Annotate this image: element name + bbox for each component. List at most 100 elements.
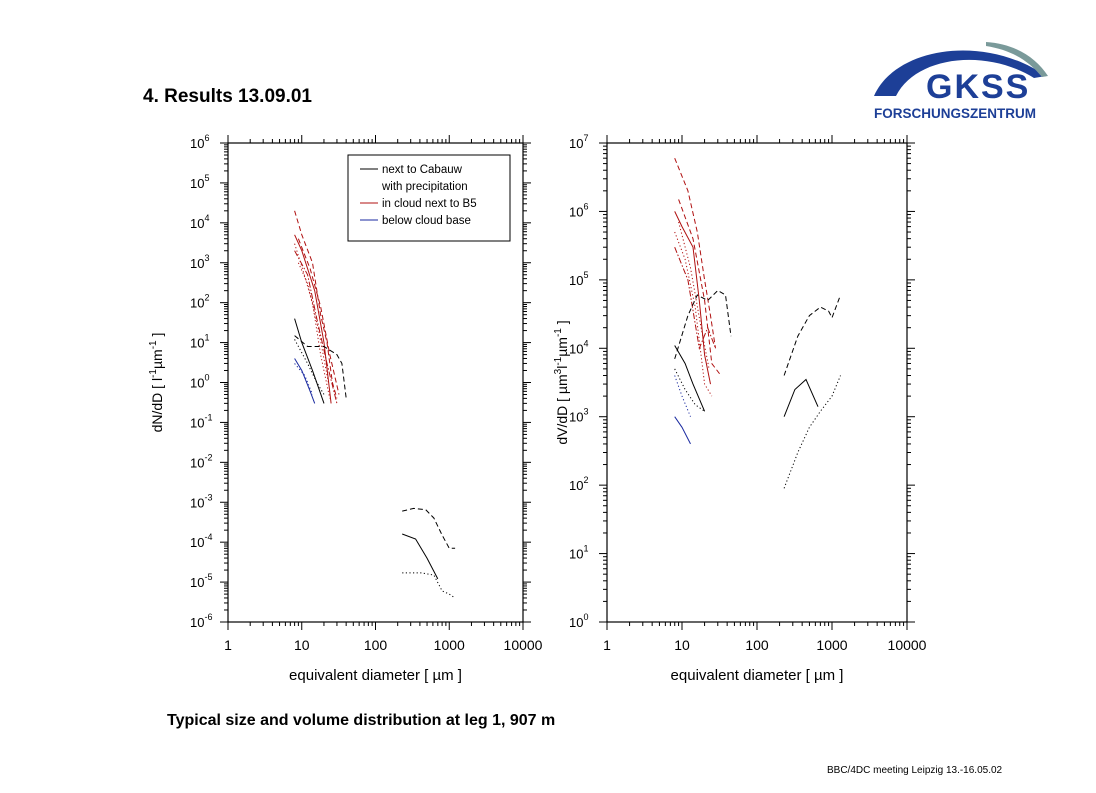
y-tick-label: 103 bbox=[569, 407, 588, 425]
y-tick-exponent: 4 bbox=[583, 338, 588, 348]
y-tick-label: 10-2 bbox=[190, 452, 212, 470]
chart-legend: next to Cabauw with precipitation in cloud… bbox=[347, 154, 511, 242]
figure-caption: Typical size and volume distribution at … bbox=[167, 712, 556, 729]
logo-arc-gray-icon bbox=[986, 42, 1048, 77]
series-line-2 bbox=[674, 211, 711, 385]
series-line-2 bbox=[294, 234, 332, 404]
y-tick-label: 101 bbox=[569, 544, 588, 562]
chart-1: 1 10 100 1000 1000010-610-510-410-310-210-11… bbox=[148, 133, 543, 684]
series-line-12 bbox=[402, 533, 439, 580]
series-line-11 bbox=[674, 375, 691, 417]
y-axis-label-part: -1 bbox=[148, 340, 159, 349]
y-tick-exponent: 0 bbox=[583, 612, 588, 622]
legend-label: below cloud base bbox=[382, 215, 471, 227]
y-tick-label: 10-4 bbox=[190, 532, 212, 550]
y-tick-label: 106 bbox=[190, 133, 209, 151]
x-tick-label: 10000 bbox=[504, 637, 543, 653]
series-line-9 bbox=[674, 368, 705, 412]
y-tick-exponent: 5 bbox=[204, 173, 209, 183]
y-axis-label-part: µm bbox=[149, 349, 165, 369]
footer-text: BBC/4DC meeting Leipzig 13.-16.05.02 bbox=[827, 765, 1003, 776]
x-tick-label: 10 bbox=[674, 637, 690, 653]
y-axis-label-part: dV/dD [ µm bbox=[554, 374, 570, 444]
series-line-7 bbox=[294, 318, 325, 404]
series-line-6 bbox=[297, 262, 329, 383]
series-line-11 bbox=[294, 363, 313, 395]
series-line-12 bbox=[783, 378, 819, 417]
y-tick-label: 10-6 bbox=[190, 612, 212, 630]
logo-text-main: GKSS bbox=[926, 68, 1030, 106]
y-axis-label: dV/dD [ µm3l-1µm-1 ] bbox=[553, 320, 570, 444]
y-axis-label-part: µm bbox=[554, 337, 570, 357]
y-tick-exponent: 3 bbox=[583, 407, 588, 417]
series-line-14 bbox=[783, 375, 841, 489]
y-tick-label: 10-1 bbox=[190, 412, 212, 430]
legend-label: with precipitation bbox=[381, 181, 468, 193]
x-tick-label: 1 bbox=[224, 637, 232, 653]
x-tick-label: 100 bbox=[745, 637, 769, 653]
series-line-8 bbox=[674, 289, 732, 360]
y-tick-label: 104 bbox=[190, 213, 209, 231]
legend-label: next to Cabauw bbox=[382, 164, 463, 176]
y-tick-label: 104 bbox=[569, 338, 588, 356]
y-tick-label: 100 bbox=[190, 373, 209, 391]
series-line-1 bbox=[294, 210, 338, 399]
gkss-logo: GKSS FORSCHUNGSZENTRUM bbox=[874, 42, 1048, 121]
y-tick-exponent: 6 bbox=[204, 133, 209, 143]
series-line-13 bbox=[402, 507, 456, 549]
y-tick-exponent: -3 bbox=[204, 492, 212, 502]
x-axis-label: equivalent diameter [ µm ] bbox=[671, 667, 844, 684]
y-tick-exponent: -6 bbox=[204, 612, 212, 622]
y-tick-exponent: -2 bbox=[204, 452, 212, 462]
y-tick-exponent: 1 bbox=[583, 544, 588, 554]
series-line-4 bbox=[674, 247, 716, 351]
x-tick-label: 1 bbox=[603, 637, 611, 653]
series-line-7 bbox=[674, 345, 706, 412]
series-line-9 bbox=[294, 339, 325, 395]
series-line-13 bbox=[783, 294, 841, 376]
y-tick-label: 102 bbox=[190, 293, 209, 311]
y-tick-exponent: -1 bbox=[204, 412, 212, 422]
y-axis-label-part: -1 bbox=[148, 369, 159, 378]
y-tick-exponent: 1 bbox=[204, 333, 209, 343]
series-line-8 bbox=[294, 335, 347, 399]
series-line-14 bbox=[402, 572, 456, 599]
series-line-1 bbox=[674, 158, 716, 349]
y-axis-label-part: -1 bbox=[553, 356, 564, 365]
y-tick-exponent: 5 bbox=[583, 270, 588, 280]
plot-frame bbox=[606, 142, 908, 623]
series-line-10 bbox=[294, 358, 316, 404]
y-tick-exponent: -5 bbox=[204, 572, 212, 582]
x-tick-label: 10 bbox=[294, 637, 310, 653]
y-tick-label: 105 bbox=[190, 173, 209, 191]
y-axis-label-part: ] bbox=[554, 320, 570, 328]
y-axis-label-part: l bbox=[554, 366, 570, 369]
series-line-3 bbox=[294, 243, 331, 399]
y-axis-label-part: ] bbox=[149, 333, 165, 341]
series-line-5 bbox=[678, 199, 722, 376]
y-tick-exponent: -4 bbox=[204, 532, 212, 542]
y-tick-exponent: 2 bbox=[583, 475, 588, 485]
y-tick-label: 101 bbox=[190, 333, 209, 351]
x-tick-label: 10000 bbox=[888, 637, 927, 653]
y-tick-exponent: 4 bbox=[204, 213, 209, 223]
logo-text-sub: FORSCHUNGSZENTRUM bbox=[874, 106, 1036, 121]
y-axis-label-part: 3 bbox=[553, 368, 564, 374]
y-tick-label: 106 bbox=[569, 201, 588, 219]
legend-label: in cloud next to B5 bbox=[382, 198, 477, 210]
y-tick-exponent: 2 bbox=[204, 293, 209, 303]
y-tick-label: 10-5 bbox=[190, 572, 212, 590]
x-tick-label: 100 bbox=[364, 637, 388, 653]
x-tick-label: 1000 bbox=[434, 637, 465, 653]
y-tick-label: 10-3 bbox=[190, 492, 212, 510]
slide-title: 4. Results 13.09.01 bbox=[143, 86, 312, 107]
y-axis-label-part: -1 bbox=[553, 328, 564, 337]
x-tick-label: 1000 bbox=[816, 637, 847, 653]
y-tick-exponent: 3 bbox=[204, 253, 209, 263]
y-tick-label: 105 bbox=[569, 270, 588, 288]
y-tick-exponent: 0 bbox=[204, 373, 209, 383]
y-tick-exponent: 6 bbox=[583, 201, 588, 211]
y-tick-label: 102 bbox=[569, 475, 588, 493]
y-tick-label: 107 bbox=[569, 133, 588, 151]
